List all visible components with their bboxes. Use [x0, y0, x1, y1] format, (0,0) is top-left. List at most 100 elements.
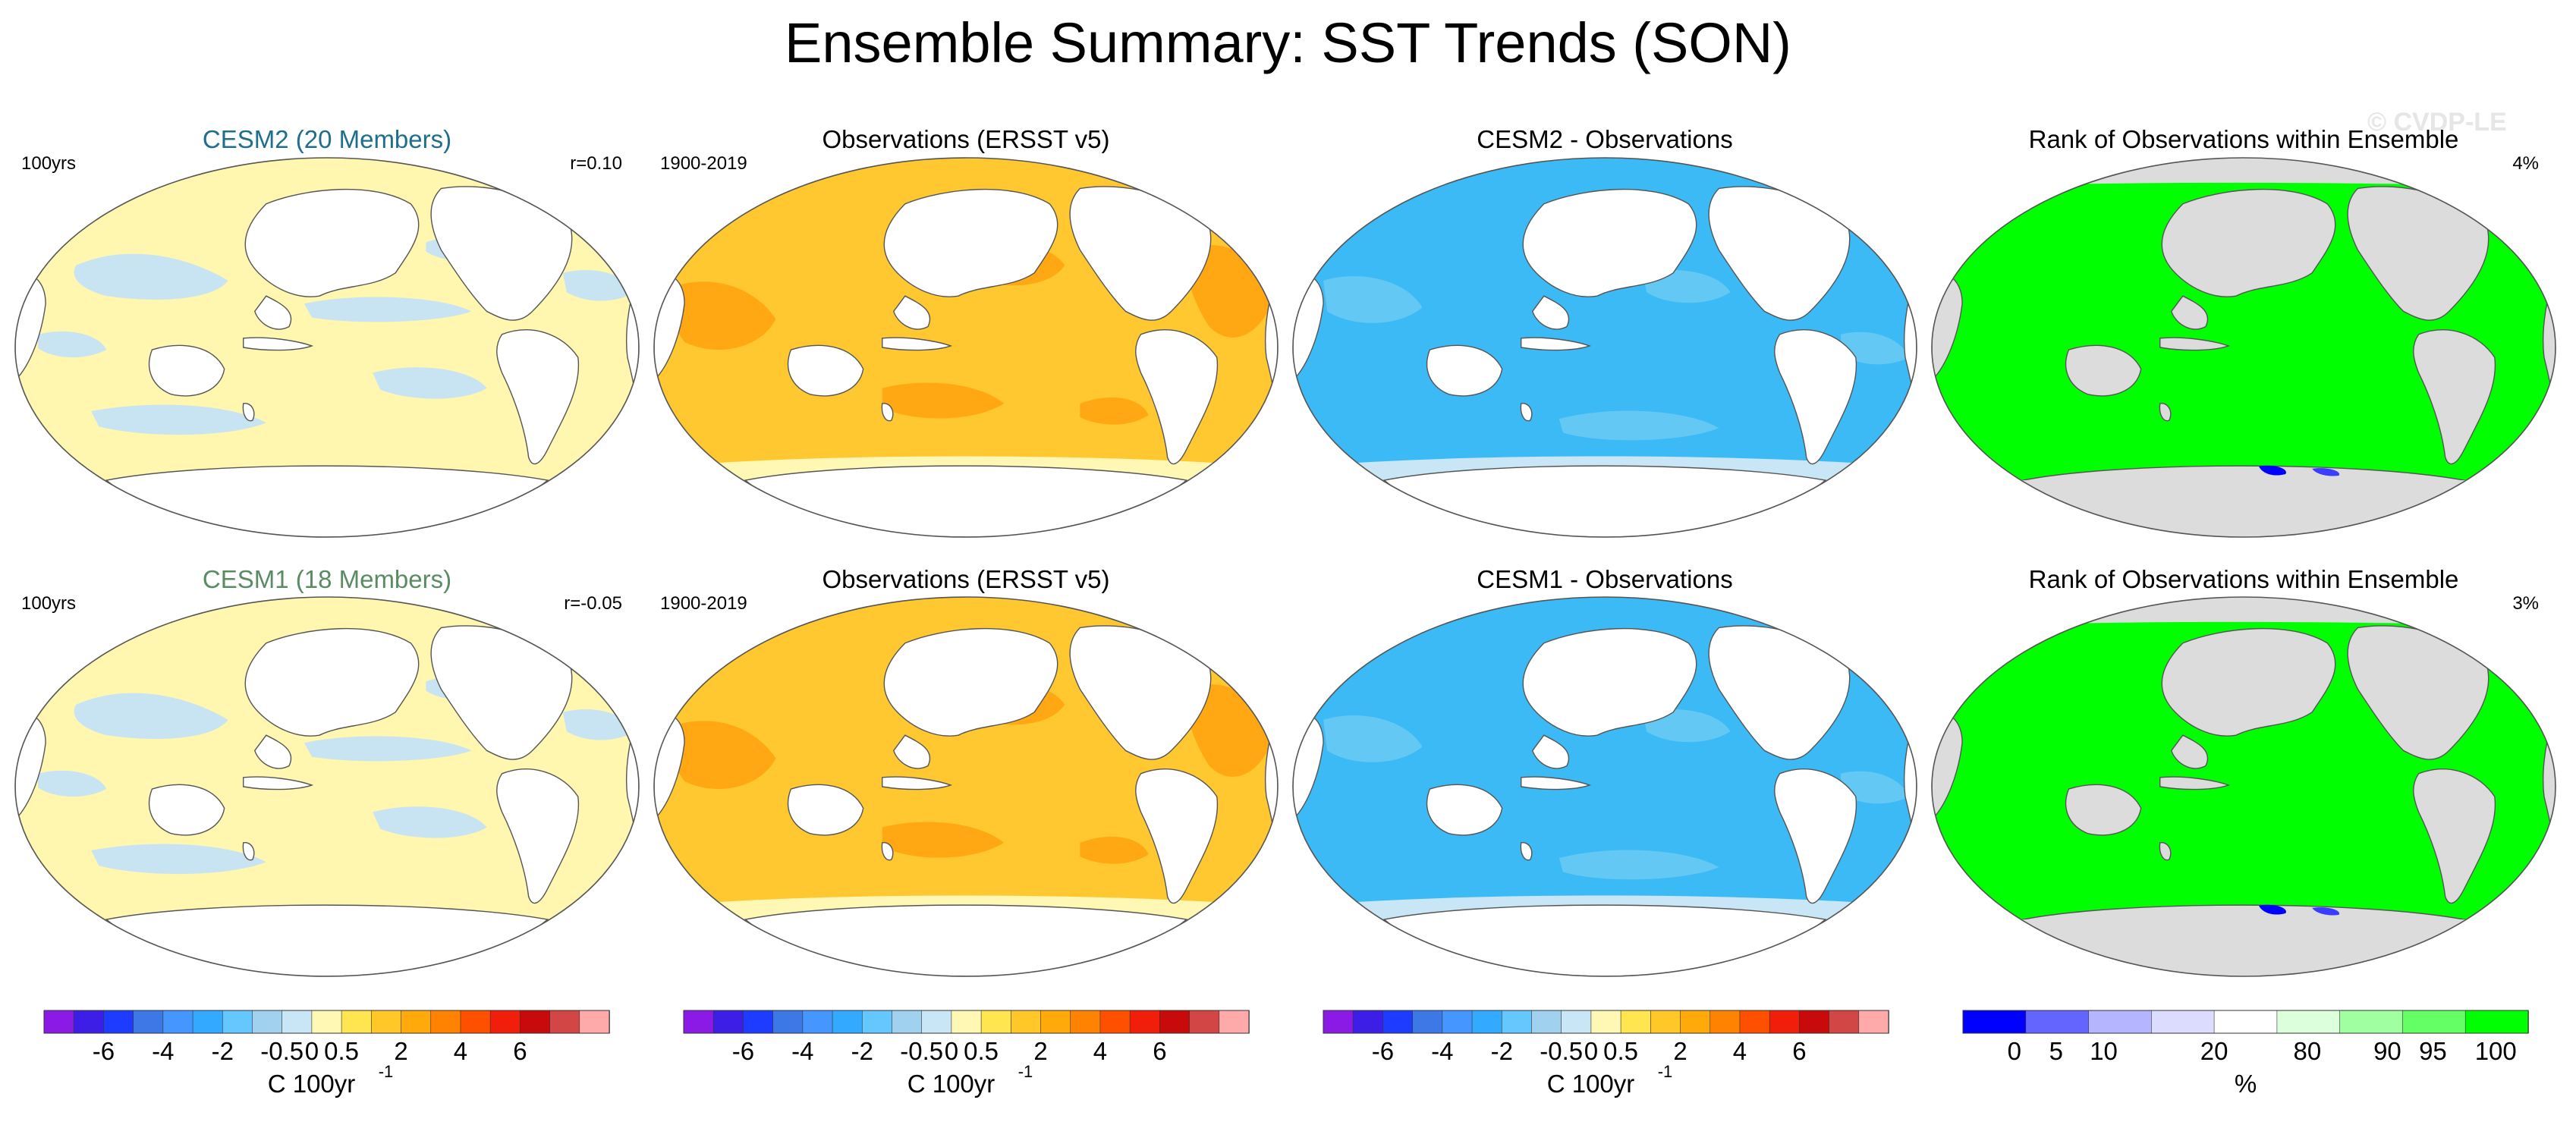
- colorbar-tick-label: -0.5: [1540, 1037, 1583, 1065]
- map-border: [653, 157, 1279, 538]
- land-samer: [2413, 329, 2496, 465]
- colorbar-swatch: [832, 1010, 863, 1034]
- land-seasia: [2170, 734, 2209, 769]
- rank-low-region: [2259, 904, 2286, 915]
- map-border: [1931, 157, 2556, 538]
- colorbar-swatch: [1352, 1010, 1384, 1034]
- colorbar-unit-exponent: -1: [1018, 1062, 1033, 1081]
- land-indo: [1521, 337, 1592, 351]
- land-seasia: [892, 734, 931, 769]
- colorbar-tick-label: -0.5: [260, 1037, 304, 1065]
- map-border: [14, 157, 640, 538]
- colorbar-frame: [1323, 1010, 1889, 1034]
- colorbar-frame: [1962, 1010, 2529, 1034]
- colorbar-tick-label: 4: [454, 1037, 467, 1065]
- colorbar-swatch: [2213, 1010, 2278, 1034]
- anomaly-region: [882, 822, 1005, 858]
- land-nz: [1520, 842, 1533, 861]
- land-asia: [2161, 188, 2336, 297]
- land-asia: [1522, 627, 1697, 737]
- land-greenland: [1816, 176, 1857, 208]
- colorbar-tick-label: -2: [212, 1037, 234, 1065]
- anomaly-region: [1323, 276, 1423, 323]
- colorbar-unit: C 100yr: [268, 1070, 356, 1098]
- panel-title: Rank of Observations within Ensemble: [2029, 565, 2459, 593]
- masked-region: [1932, 480, 2556, 538]
- colorbar-swatch: [1382, 1010, 1414, 1034]
- panel-title: CESM1 (18 Members): [203, 565, 451, 593]
- anomaly-region: [1323, 715, 1423, 762]
- colorbar-swatch: [1650, 1010, 1681, 1034]
- panel-period-label: 1900-2019: [660, 153, 747, 174]
- colorbar-tick-label: 4: [1733, 1037, 1747, 1065]
- anomaly-region: [91, 404, 266, 435]
- colorbar-swatch: [1799, 1010, 1830, 1034]
- colorbar-tick-label: 2: [1033, 1037, 1047, 1065]
- colorbar-tick-label: 6: [513, 1037, 527, 1065]
- colorbar-swatch: [772, 1010, 804, 1034]
- colorbar-tick-label: 95: [2419, 1037, 2447, 1065]
- panel-stat-label: 3%: [2512, 593, 2539, 614]
- colorbar-tick-label: 0: [1584, 1037, 1598, 1065]
- colorbar-tick-label: 5: [2049, 1037, 2063, 1065]
- land-europe: [1293, 203, 1348, 241]
- colorbar-swatch: [1070, 1010, 1101, 1034]
- panel-title: CESM1 - Observations: [1477, 565, 1732, 593]
- colorbar-swatch: [2276, 1010, 2341, 1034]
- land-nz: [242, 403, 255, 422]
- land-samer: [1135, 768, 1219, 904]
- land-austr: [148, 344, 225, 397]
- colorbar-swatch: [1769, 1010, 1801, 1034]
- anomaly-region: [1080, 836, 1149, 864]
- map-panel: [1931, 596, 2556, 977]
- land-samer: [496, 329, 580, 465]
- land-greenland: [539, 615, 580, 647]
- colorbar-tick-label: 0.5: [1603, 1037, 1638, 1065]
- map-panel: [1292, 157, 1917, 538]
- colorbar-tick-label: 0: [305, 1037, 319, 1065]
- colorbar-swatch: [430, 1010, 461, 1034]
- anomaly-region: [1840, 771, 1909, 804]
- colorbar-swatch: [1442, 1010, 1473, 1034]
- land-samer: [1774, 768, 1857, 904]
- colorbar-swatch: [1858, 1010, 1889, 1034]
- colorbar-tick-label: -4: [1431, 1037, 1453, 1065]
- land-austr: [148, 784, 225, 836]
- colorbar: -6 -4 -2 -0.5 0 0.5 2 4 6 C 100yr -1: [683, 1010, 1250, 1098]
- colorbar-swatch: [401, 1010, 432, 1034]
- panel-title: Observations (ERSST v5): [822, 565, 1109, 593]
- colorbar-swatch: [1590, 1010, 1621, 1034]
- land-seasia: [253, 734, 292, 769]
- anomaly-region: [373, 806, 487, 838]
- panel-title: Observations (ERSST v5): [822, 125, 1109, 153]
- colorbar-swatch: [222, 1010, 253, 1034]
- land-antarct: [105, 465, 549, 538]
- land-antarct: [744, 904, 1188, 977]
- land-nz: [2159, 403, 2172, 422]
- land-antarct: [1382, 904, 1827, 977]
- land-indo: [882, 337, 953, 351]
- colorbar-tick-label: 100: [2475, 1037, 2517, 1065]
- panel-stat-label: r=0.10: [570, 153, 622, 174]
- colorbar-tick-label: 0.5: [964, 1037, 999, 1065]
- colorbar: -6 -4 -2 -0.5 0 0.5 2 4 6 C 100yr -1: [43, 1010, 610, 1098]
- colorbar-tick-label: 0: [2008, 1037, 2021, 1065]
- panel-stat-label: 4%: [2512, 153, 2539, 174]
- colorbar-swatch: [1739, 1010, 1770, 1034]
- colorbar-swatch: [1561, 1010, 1592, 1034]
- colorbar-swatch: [1129, 1010, 1161, 1034]
- colorbar-frame: [683, 1010, 1250, 1034]
- panel-stat-label: r=-0.05: [564, 593, 622, 614]
- land-europe: [654, 642, 709, 680]
- colorbar-swatch: [133, 1010, 164, 1034]
- figure-title: Ensemble Summary: SST Trends (SON): [785, 11, 1791, 74]
- colorbar-swatch: [980, 1010, 1012, 1034]
- colorbar-tick-label: 4: [1093, 1037, 1107, 1065]
- colorbar-swatch: [549, 1010, 580, 1034]
- anomaly-region: [1558, 850, 1719, 880]
- colorbar-swatch: [371, 1010, 402, 1034]
- colorbar-tick-label: 20: [2200, 1037, 2228, 1065]
- colorbar-tick-label: -6: [732, 1037, 754, 1065]
- colorbar-tick-label: 2: [1673, 1037, 1687, 1065]
